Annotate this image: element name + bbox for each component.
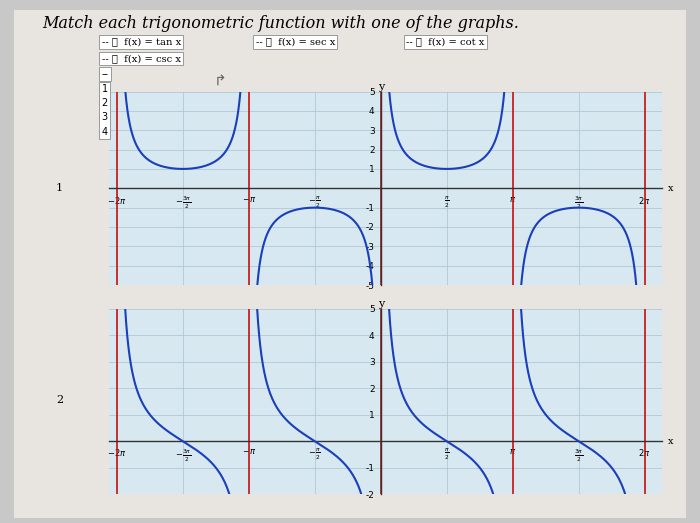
Text: 1: 1 [56, 183, 63, 194]
Text: -- ✓  f(x) = sec x: -- ✓ f(x) = sec x [256, 37, 335, 47]
Text: 1
2
3
4: 1 2 3 4 [102, 84, 108, 137]
Text: x: x [668, 184, 673, 193]
Text: y: y [378, 299, 384, 309]
Text: -- ✓  f(x) = cot x: -- ✓ f(x) = cot x [406, 37, 484, 47]
Text: --: -- [102, 69, 108, 79]
Text: -- ✓  f(x) = csc x: -- ✓ f(x) = csc x [102, 54, 181, 63]
Text: -- ✓  f(x) = tan x: -- ✓ f(x) = tan x [102, 37, 181, 47]
Text: y: y [378, 82, 384, 92]
Text: ↱: ↱ [214, 74, 226, 88]
Text: 2: 2 [56, 395, 63, 405]
Text: x: x [668, 437, 673, 446]
Text: Match each trigonometric function with one of the graphs.: Match each trigonometric function with o… [42, 15, 519, 32]
